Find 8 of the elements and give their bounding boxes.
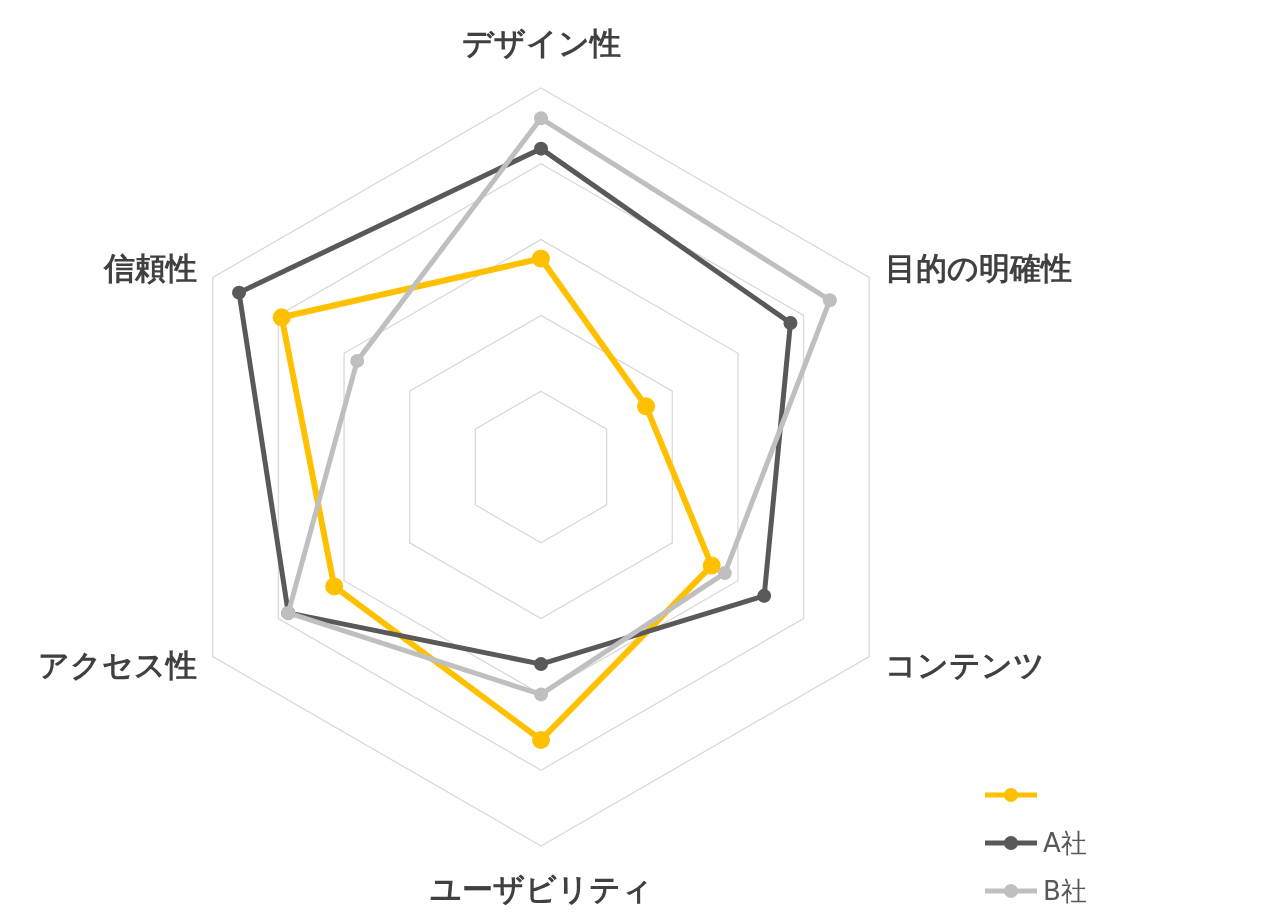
spoke-label: 目的の明確性 <box>884 249 1072 286</box>
spoke-label: 信頼性 <box>103 249 198 286</box>
spoke-label: コンテンツ <box>884 646 1045 683</box>
legend-label: B社 <box>1043 876 1087 906</box>
spoke-label: デザイン性 <box>461 25 621 61</box>
spoke-label: アクセス性 <box>38 646 198 683</box>
spoke-label: ユーザビリティ <box>429 871 653 907</box>
legend-label: A社 <box>1043 828 1087 858</box>
